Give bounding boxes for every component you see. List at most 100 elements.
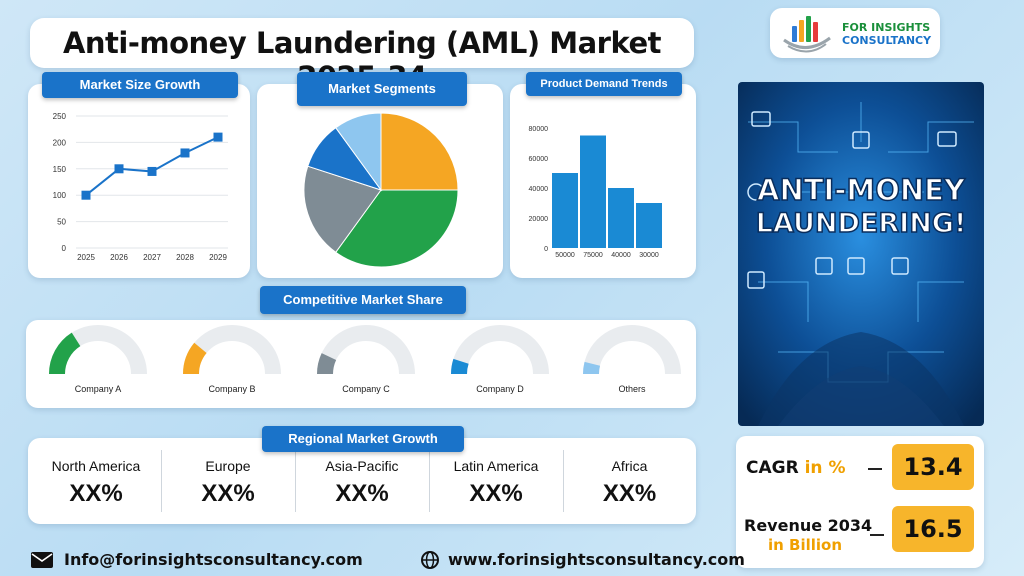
bar [636,203,662,248]
circuit-background-image: ANTI-MONEY LAUNDERING! [738,82,984,426]
region-value: XX% [335,480,389,507]
gauge-label: Company B [208,384,256,394]
x-tick-label: 2025 [77,253,95,262]
region-latin-america: Latin America XX% [429,438,563,524]
email-link[interactable]: Info@forinsightsconsultancy.com [64,550,363,569]
y-tick-label: 0 [62,244,67,253]
y-tick-label: 40000 [529,186,549,193]
region-value: XX% [602,480,657,507]
line-point [213,132,223,142]
logo-text-line2: CONSULTANCY [842,34,932,47]
market-size-title: Market Size Growth [42,72,238,98]
bar [580,135,606,248]
pie-slice [380,112,459,191]
cagr-label: CAGR in % [746,458,846,478]
divider [295,450,296,512]
gauge-label: Company C [342,384,390,394]
product-demand-title: Product Demand Trends [526,72,682,96]
gauge-label: Company D [476,384,524,394]
market-size-card: 0 50 100 150 200 250 2025 2026 2027 2028 2029 [28,84,250,278]
line-point [114,164,124,174]
y-tick-label: 20000 [529,216,549,223]
line-point [180,148,190,158]
x-tick-label: 2028 [176,253,194,262]
company-logo[interactable]: FOR INSIGHTS CONSULTANCY [770,8,940,58]
gauge-fill [451,358,469,375]
y-tick-label: 80000 [529,126,549,133]
dash [870,534,884,536]
region-name: Europe [205,458,251,474]
product-demand-bar-chart: 0 20000 40000 60000 80000 50000 75000 40000 3000… [529,126,662,259]
market-segments-pie-chart [303,112,459,268]
divider [429,450,430,512]
line-point [81,190,91,200]
competitive-share-title: Competitive Market Share [260,286,466,314]
region-africa: Africa XX% [563,438,696,524]
region-asia-pacific: Asia-Pacific XX% [295,438,429,524]
gauge-label: Company A [74,384,122,394]
region-europe: Europe XX% [161,438,295,524]
competitive-gauges [49,325,681,375]
email-icon [31,552,53,568]
gauge-fill [183,342,207,375]
product-demand-card: 0 20000 40000 60000 80000 50000 75000 40000 3000… [510,84,696,278]
y-tick-label: 150 [53,165,67,174]
y-tick-label: 100 [53,191,67,200]
metrics-card: CAGR in % 13.4 Revenue 2034 in Billion 1… [736,436,984,568]
line-point [147,166,157,176]
website-link[interactable]: www.forinsightsconsultancy.com [448,550,745,569]
y-tick-label: 250 [53,112,67,121]
market-size-line-chart: 0 50 100 150 200 250 2025 2026 2027 2028 2029 [53,112,228,262]
x-tick-label: 2027 [143,253,161,262]
region-name: Latin America [453,458,539,474]
gauge-fill [49,332,81,375]
bar [552,173,578,248]
x-tick-label: 40000 [611,252,631,259]
x-tick-label: 2029 [209,253,227,262]
pie-slice [335,189,459,268]
dash [868,468,882,470]
y-tick-label: 200 [53,138,67,147]
region-name: Asia-Pacific [325,458,399,474]
y-tick-label: 0 [544,246,548,253]
gauge-track [317,325,415,375]
globe-icon [421,551,439,569]
revenue-label: Revenue 2034 [744,516,873,535]
hero-text-line1: ANTI-MONEY [757,173,966,207]
revenue-unit: in Billion [768,536,843,554]
pie-slice [335,112,382,192]
revenue-value: 16.5 [892,506,974,552]
y-tick-label: 50 [57,218,66,227]
gauge-fill [317,353,337,375]
divider [161,450,162,512]
region-value: XX% [469,480,523,507]
competitive-share-card: Company A Company B Company C Company D Othe… [26,320,696,408]
hero-image: ANTI-MONEY LAUNDERING! [738,82,984,426]
hero-text-line2: LAUNDERING! [756,208,967,239]
bar [608,188,634,248]
gauge-track [451,325,549,375]
regional-growth-title: Regional Market Growth [262,426,464,452]
x-tick-label: 30000 [639,252,659,259]
region-north-america: North America XX% [28,438,164,524]
title-card: Anti-money Laundering (AML) Market 2025-… [30,18,694,94]
regional-growth-card: North America XX% Europe XX% Asia-Pacifi… [28,438,696,524]
line-series [85,136,219,196]
x-tick-label: 50000 [555,252,575,259]
cagr-value: 13.4 [892,444,974,490]
region-name: Africa [611,458,648,474]
gauge-track [583,325,681,375]
market-segments-title: Market Segments [297,72,467,106]
logo-text-line1: FOR INSIGHTS [842,21,931,34]
logo-icon [783,16,831,53]
y-tick-label: 60000 [529,156,549,163]
region-value: XX% [201,480,255,507]
market-segments-card [257,84,503,278]
x-tick-label: 75000 [583,252,603,259]
divider [563,450,564,512]
region-name: North America [51,458,141,474]
pie-slice [303,165,382,253]
region-value: XX% [69,480,123,507]
x-tick-label: 2026 [110,253,128,262]
gauge-label: Others [618,384,646,394]
